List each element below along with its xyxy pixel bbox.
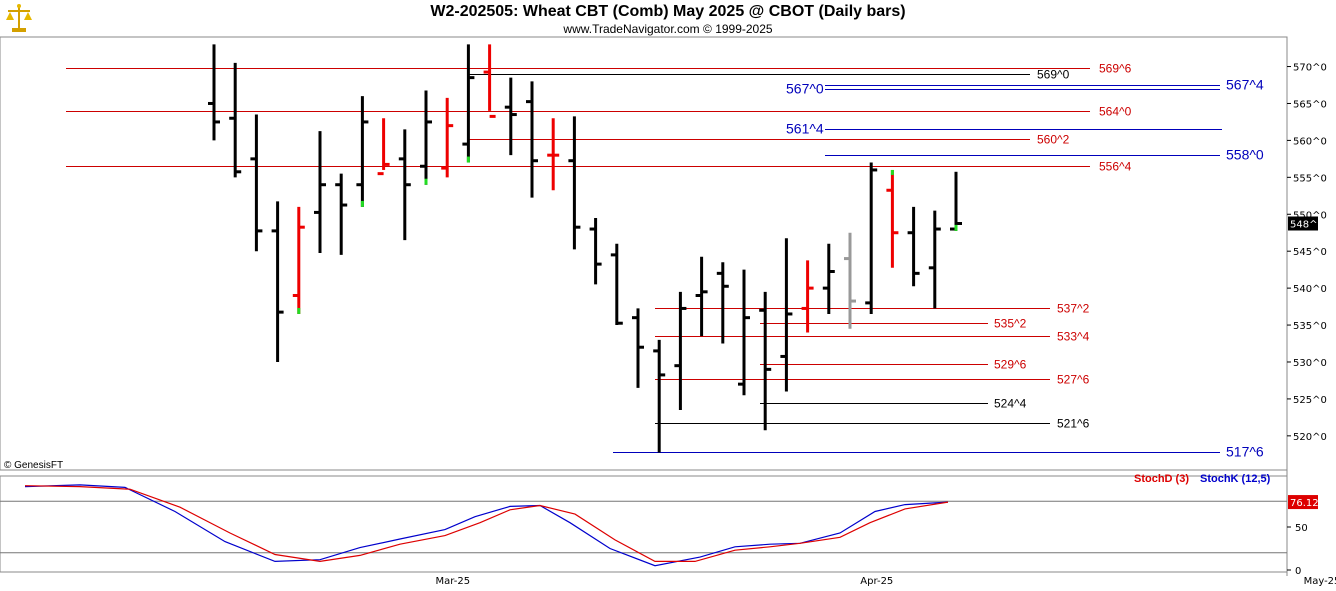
stoch-tick-label-0: 50 xyxy=(1295,523,1308,534)
price-tick-label-8: 530^0 xyxy=(1293,358,1327,369)
stoch-value-tag xyxy=(1288,495,1318,510)
stoch-k-legend: StochK (12,5) xyxy=(1200,473,1271,485)
chart-title: W2-202505: Wheat CBT (Comb) May 2025 @ C… xyxy=(430,3,906,20)
stoch-value-label: 76.12 xyxy=(1290,498,1319,509)
stochastic-panel xyxy=(0,475,1288,573)
level-label-3: 567^0 xyxy=(786,81,824,97)
chart-subtitle: www.TradeNavigator.com © 1999-2025 xyxy=(563,22,773,36)
stoch-tick-label-1: 0 xyxy=(1295,566,1301,577)
price-tick-label-9: 525^0 xyxy=(1293,395,1327,406)
level-label-15: 521^6 xyxy=(1057,417,1090,431)
watermark-label: © GenesisFT xyxy=(4,460,63,471)
stoch-d-line xyxy=(24,485,949,563)
level-label-12: 529^6 xyxy=(994,358,1027,372)
level-label-16: 517^6 xyxy=(1226,444,1264,460)
price-tick-label-3: 555^0 xyxy=(1293,173,1327,184)
level-label-2: 567^4 xyxy=(1226,77,1264,93)
level-label-9: 537^2 xyxy=(1057,302,1090,316)
level-label-7: 558^0 xyxy=(1226,147,1264,163)
price-tick-label-10: 520^0 xyxy=(1293,432,1327,443)
chart-header: W2-202505: Wheat CBT (Comb) May 2025 @ C… xyxy=(0,0,1336,37)
price-tick-label-2: 560^0 xyxy=(1293,136,1327,147)
price-tick-label-0: 570^0 xyxy=(1293,63,1327,74)
price-tick-label-6: 540^0 xyxy=(1293,284,1327,295)
price-tick-label-7: 535^0 xyxy=(1293,321,1327,332)
level-label-5: 561^4 xyxy=(786,121,824,137)
price-tick-label-4: 550^0 xyxy=(1293,210,1327,221)
x-axis-label-0: Mar-25 xyxy=(436,576,471,587)
level-label-10: 535^2 xyxy=(994,317,1027,331)
level-label-0: 569^6 xyxy=(1099,62,1132,76)
level-label-13: 527^6 xyxy=(1057,373,1090,387)
x-axis-label-1: Apr-25 xyxy=(860,576,893,587)
level-label-4: 564^0 xyxy=(1099,105,1132,119)
price-panel xyxy=(0,36,1288,471)
x-axis-label-2: May-25 xyxy=(1304,576,1336,587)
price-tick-label-5: 545^0 xyxy=(1293,247,1327,258)
last-price-label: 548^6 xyxy=(1290,219,1324,230)
scales-logo-icon xyxy=(4,2,34,34)
level-label-11: 533^4 xyxy=(1057,330,1090,344)
level-label-8: 556^4 xyxy=(1099,160,1132,174)
stoch-k-line xyxy=(24,484,949,567)
level-label-1: 569^0 xyxy=(1037,68,1070,82)
last-price-tag xyxy=(1288,216,1318,231)
stoch-d-legend: StochD (3) xyxy=(1134,473,1189,485)
level-label-6: 560^2 xyxy=(1037,133,1070,147)
price-tick-label-1: 565^0 xyxy=(1293,99,1327,110)
level-label-14: 524^4 xyxy=(994,397,1027,411)
